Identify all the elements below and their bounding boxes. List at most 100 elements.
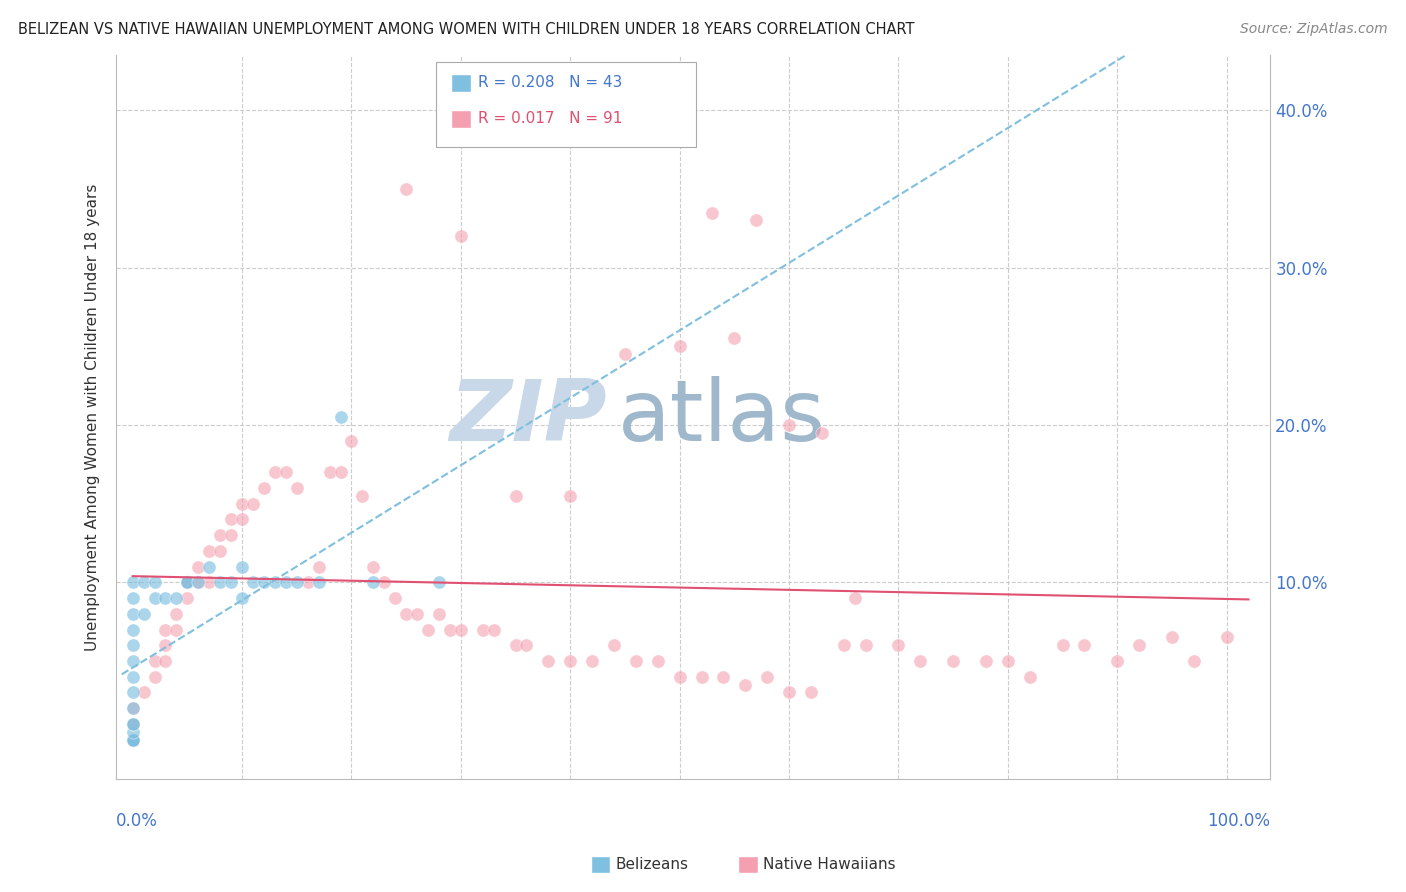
Text: Belizeans: Belizeans — [616, 857, 689, 871]
Point — [308, 575, 330, 590]
Point — [121, 732, 143, 747]
Text: Native Hawaiians: Native Hawaiians — [763, 857, 896, 871]
Point — [1107, 654, 1129, 668]
Point — [121, 732, 143, 747]
Text: R = 0.208   N = 43: R = 0.208 N = 43 — [478, 76, 623, 90]
Point — [155, 654, 177, 668]
Point — [373, 575, 395, 590]
Point — [285, 481, 308, 495]
Point — [855, 638, 877, 652]
Point — [155, 623, 177, 637]
Point — [1073, 638, 1095, 652]
Point — [811, 425, 834, 440]
Point — [143, 670, 166, 684]
Point — [121, 591, 143, 605]
Point — [132, 575, 155, 590]
Point — [121, 724, 143, 739]
Point — [209, 528, 232, 542]
Point — [121, 732, 143, 747]
Point — [165, 607, 187, 621]
Point — [121, 732, 143, 747]
Point — [274, 575, 297, 590]
Point — [308, 559, 330, 574]
Text: R = 0.017   N = 91: R = 0.017 N = 91 — [478, 112, 623, 126]
Point — [165, 591, 187, 605]
Point — [560, 654, 582, 668]
Point — [155, 638, 177, 652]
Point — [121, 732, 143, 747]
Point — [143, 654, 166, 668]
Point — [1215, 631, 1237, 645]
Point — [1018, 670, 1040, 684]
Point — [1182, 654, 1205, 668]
Point — [242, 497, 264, 511]
Point — [209, 544, 232, 558]
Point — [450, 229, 472, 244]
Point — [844, 591, 866, 605]
Point — [668, 339, 690, 353]
Point — [832, 638, 855, 652]
Point — [1161, 631, 1184, 645]
Point — [439, 623, 461, 637]
Point — [219, 512, 242, 526]
Text: ZIP: ZIP — [449, 376, 607, 458]
Point — [264, 575, 287, 590]
Point — [209, 575, 232, 590]
Point — [121, 717, 143, 731]
Point — [187, 575, 209, 590]
Point — [974, 654, 997, 668]
Point — [187, 575, 209, 590]
Point — [690, 670, 713, 684]
Point — [910, 654, 932, 668]
Point — [198, 575, 221, 590]
Point — [231, 591, 253, 605]
Point — [132, 685, 155, 699]
Point — [187, 559, 209, 574]
Point — [560, 489, 582, 503]
Point — [176, 575, 198, 590]
Point — [505, 638, 527, 652]
Point — [155, 591, 177, 605]
Point — [121, 717, 143, 731]
Point — [121, 732, 143, 747]
Point — [143, 575, 166, 590]
Point — [340, 434, 363, 448]
Point — [198, 559, 221, 574]
Point — [253, 575, 276, 590]
Point — [723, 331, 745, 345]
Point — [165, 623, 187, 637]
Point — [121, 638, 143, 652]
Point — [121, 607, 143, 621]
Point — [329, 465, 352, 479]
Point — [143, 591, 166, 605]
Point — [1052, 638, 1074, 652]
Point — [121, 670, 143, 684]
Point — [121, 732, 143, 747]
Point — [219, 575, 242, 590]
Point — [297, 575, 319, 590]
Point — [231, 512, 253, 526]
Point — [416, 623, 439, 637]
Point — [132, 607, 155, 621]
Text: atlas: atlas — [619, 376, 827, 458]
Point — [887, 638, 910, 652]
Point — [264, 465, 287, 479]
Point — [384, 591, 406, 605]
Point — [624, 654, 647, 668]
Point — [505, 489, 527, 503]
Y-axis label: Unemployment Among Women with Children Under 18 years: Unemployment Among Women with Children U… — [86, 184, 100, 651]
Point — [997, 654, 1019, 668]
Point — [121, 701, 143, 715]
Point — [745, 213, 768, 227]
Point — [800, 685, 823, 699]
Point — [121, 685, 143, 699]
Text: 0.0%: 0.0% — [117, 812, 157, 830]
Point — [581, 654, 603, 668]
Point — [406, 607, 429, 621]
Point — [231, 497, 253, 511]
Point — [121, 732, 143, 747]
Point — [778, 417, 800, 432]
Point — [515, 638, 537, 652]
Point — [395, 607, 418, 621]
Point — [427, 607, 450, 621]
